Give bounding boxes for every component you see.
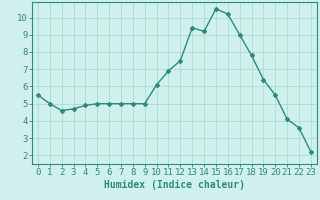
X-axis label: Humidex (Indice chaleur): Humidex (Indice chaleur) [104, 180, 245, 190]
